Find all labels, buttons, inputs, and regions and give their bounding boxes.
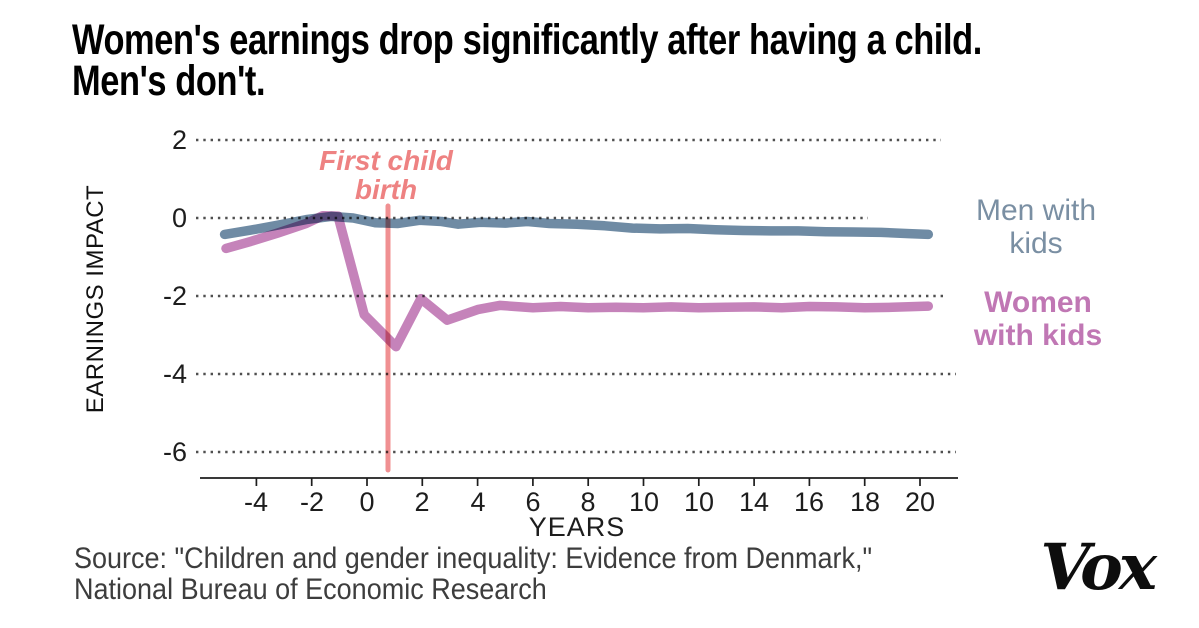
source-line-1: Source: "Children and gender inequality:… [74, 542, 873, 575]
x-tick-label: 10 [628, 487, 660, 517]
headline-line-2: Men's don't. [72, 57, 266, 105]
x-tick-label: 16 [793, 487, 825, 517]
y-tick-label: 0 [171, 203, 187, 233]
source-line-2: National Bureau of Economic Research [74, 573, 547, 606]
legend-women-line-1: Women [984, 286, 1092, 319]
x-tick-label: -4 [243, 487, 268, 517]
x-tick-label: 14 [738, 487, 770, 517]
x-tick-label: 8 [580, 487, 596, 517]
vox-logo: Vox [1040, 530, 1157, 605]
x-tick-label: 4 [470, 487, 486, 517]
y-tick-label: 2 [171, 125, 187, 155]
legend-women-with-kids: Women with kids [938, 286, 1138, 352]
y-tick-label: -2 [162, 281, 187, 311]
y-tick-label: -4 [162, 359, 187, 389]
series-line-men [219, 211, 934, 240]
x-tick-label: 20 [904, 487, 936, 517]
event-annotation-line-1: First child [319, 145, 453, 176]
legend-men-with-kids: Men with kids [936, 194, 1136, 260]
legend-men-line-2: kids [1009, 227, 1063, 260]
source-credit: Source: "Children and gender inequality:… [74, 543, 872, 605]
x-tick-label: 18 [849, 487, 881, 517]
legend-women-line-2: with kids [973, 319, 1103, 352]
legend-men-line-1: Men with [975, 194, 1097, 227]
event-annotation: First child birth [286, 146, 486, 204]
x-tick-label: 0 [359, 487, 375, 517]
headline-line-1: Women's earnings drop significantly afte… [72, 16, 982, 64]
y-tick-label: -6 [162, 437, 187, 467]
x-tick-label: 6 [525, 487, 541, 517]
x-tick-label: 10 [683, 487, 715, 517]
event-annotation-line-2: birth [354, 174, 418, 205]
chart-headline: Women's earnings drop significantly afte… [72, 16, 1199, 105]
x-tick-label: -2 [299, 487, 324, 517]
x-tick-label: 2 [414, 487, 430, 517]
x-axis-title: YEARS [528, 512, 626, 542]
